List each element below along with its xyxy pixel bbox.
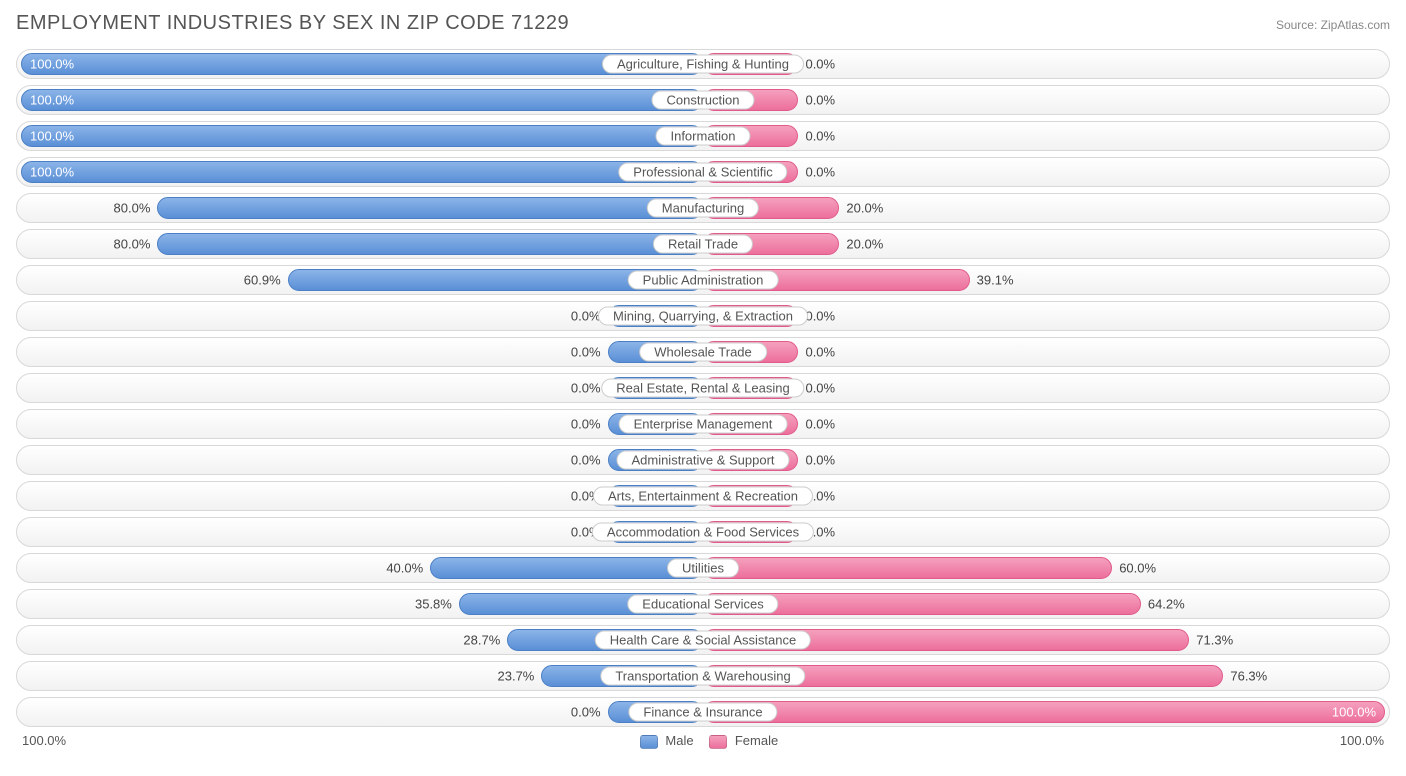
female-value-label: 0.0% xyxy=(797,417,835,432)
female-value-label: 0.0% xyxy=(797,345,835,360)
female-value-label: 20.0% xyxy=(838,201,883,216)
category-pill: Administrative & Support xyxy=(616,451,789,470)
chart-header: EMPLOYMENT INDUSTRIES BY SEX IN ZIP CODE… xyxy=(16,12,1390,35)
female-value-label: 0.0% xyxy=(797,93,835,108)
male-value-label: 23.7% xyxy=(498,669,543,684)
female-bar: 60.0% xyxy=(703,557,1112,579)
category-pill: Public Administration xyxy=(628,271,779,290)
legend-label-female: Female xyxy=(735,733,778,748)
chart-row: 100.0% 0.0% Professional & Scientific xyxy=(16,157,1390,187)
chart-source: Source: ZipAtlas.com xyxy=(1276,18,1390,32)
female-value-label: 71.3% xyxy=(1188,633,1233,648)
male-value-label: 100.0% xyxy=(30,165,74,180)
male-bar: 80.0% xyxy=(157,233,703,255)
chart-row: 28.7% 71.3% Health Care & Social Assistanc… xyxy=(16,625,1390,655)
female-value-label: 60.0% xyxy=(1111,561,1156,576)
chart-row: 100.0% 0.0% Construction xyxy=(16,85,1390,115)
chart-row: 60.9% 39.1% Public Administration xyxy=(16,265,1390,295)
female-value-label: 39.1% xyxy=(969,273,1014,288)
male-bar: 100.0% xyxy=(21,161,703,183)
legend-swatch-male xyxy=(640,735,658,749)
category-pill: Enterprise Management xyxy=(619,415,788,434)
axis-max-left: 100.0% xyxy=(16,733,66,748)
chart-row: 0.0%0.0%Arts, Entertainment & Recreation xyxy=(16,481,1390,511)
male-value-label: 28.7% xyxy=(463,633,508,648)
chart-row: 0.0%0.0%Real Estate, Rental & Leasing xyxy=(16,373,1390,403)
category-pill: Transportation & Warehousing xyxy=(600,667,805,686)
male-value-label: 0.0% xyxy=(571,705,609,720)
chart-row: 0.0% 0.0% Wholesale Trade xyxy=(16,337,1390,367)
female-value-label: 0.0% xyxy=(797,453,835,468)
chart-row: 0.0% 0.0% Administrative & Support xyxy=(16,445,1390,475)
male-value-label: 100.0% xyxy=(30,57,74,72)
diverging-bar-chart: 100.0%0.0%Agriculture, Fishing & Hunting… xyxy=(16,49,1390,727)
female-value-label: 0.0% xyxy=(797,129,835,144)
female-bar: 100.0% xyxy=(703,701,1385,723)
category-pill: Utilities xyxy=(667,559,739,578)
male-value-label: 40.0% xyxy=(386,561,431,576)
chart-row: 0.0% 0.0% Enterprise Management xyxy=(16,409,1390,439)
male-value-label: 60.9% xyxy=(244,273,289,288)
chart-row: 80.0% 20.0% Manufacturing xyxy=(16,193,1390,223)
category-pill: Construction xyxy=(652,91,755,110)
female-value-label: 76.3% xyxy=(1222,669,1267,684)
category-pill: Educational Services xyxy=(627,595,778,614)
category-pill: Health Care & Social Assistance xyxy=(595,631,811,650)
category-pill: Finance & Insurance xyxy=(628,703,777,722)
male-value-label: 0.0% xyxy=(571,345,609,360)
category-pill: Professional & Scientific xyxy=(618,163,787,182)
chart-row: 0.0%0.0%Mining, Quarrying, & Extraction xyxy=(16,301,1390,331)
chart-title: EMPLOYMENT INDUSTRIES BY SEX IN ZIP CODE… xyxy=(16,12,569,35)
chart-row: 35.8% 64.2% Educational Services xyxy=(16,589,1390,619)
female-value-label: 100.0% xyxy=(1332,705,1376,720)
chart-row: 100.0%0.0%Agriculture, Fishing & Hunting xyxy=(16,49,1390,79)
chart-row: 40.0%60.0%Utilities xyxy=(16,553,1390,583)
male-bar: 100.0% xyxy=(21,125,703,147)
male-bar: 100.0% xyxy=(21,89,703,111)
axis-max-right: 100.0% xyxy=(1340,733,1390,748)
male-value-label: 0.0% xyxy=(571,453,609,468)
male-value-label: 100.0% xyxy=(30,93,74,108)
male-value-label: 100.0% xyxy=(30,129,74,144)
category-pill: Information xyxy=(655,127,750,146)
legend: Male Female xyxy=(66,733,1340,749)
category-pill: Agriculture, Fishing & Hunting xyxy=(602,55,804,74)
category-pill: Retail Trade xyxy=(653,235,753,254)
male-value-label: 80.0% xyxy=(114,237,159,252)
male-bar: 80.0% xyxy=(157,197,703,219)
male-bar: 40.0% xyxy=(430,557,703,579)
male-value-label: 0.0% xyxy=(571,417,609,432)
legend-label-male: Male xyxy=(665,733,693,748)
chart-row: 0.0%0.0%Accommodation & Food Services xyxy=(16,517,1390,547)
chart-row: 0.0% 100.0% Finance & Insurance xyxy=(16,697,1390,727)
female-value-label: 0.0% xyxy=(797,165,835,180)
category-pill: Real Estate, Rental & Leasing xyxy=(601,379,804,398)
chart-row: 100.0% 0.0% Information xyxy=(16,121,1390,151)
category-pill: Wholesale Trade xyxy=(639,343,767,362)
chart-row: 23.7% 76.3% Transportation & Warehousing xyxy=(16,661,1390,691)
legend-swatch-female xyxy=(709,735,727,749)
chart-footer: 100.0% Male Female 100.0% xyxy=(16,733,1390,749)
category-pill: Accommodation & Food Services xyxy=(592,523,814,542)
chart-row: 80.0% 20.0% Retail Trade xyxy=(16,229,1390,259)
category-pill: Mining, Quarrying, & Extraction xyxy=(598,307,808,326)
male-bar: 100.0% xyxy=(21,53,703,75)
male-value-label: 80.0% xyxy=(114,201,159,216)
female-value-label: 64.2% xyxy=(1140,597,1185,612)
male-value-label: 35.8% xyxy=(415,597,460,612)
female-value-label: 20.0% xyxy=(838,237,883,252)
category-pill: Manufacturing xyxy=(647,199,759,218)
category-pill: Arts, Entertainment & Recreation xyxy=(593,487,813,506)
